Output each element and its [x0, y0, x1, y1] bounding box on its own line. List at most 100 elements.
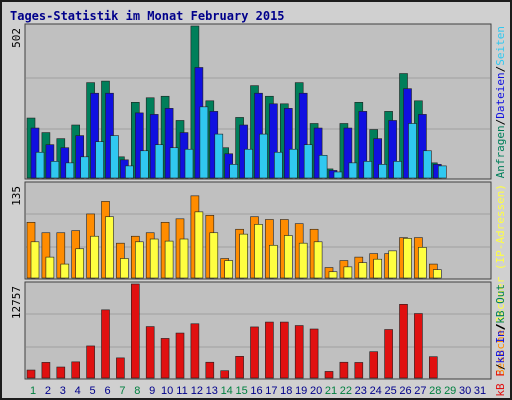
bar-hits-seiten-day-11	[184, 148, 194, 179]
bar-visits-rechner-ip-adressen--day-26	[403, 238, 412, 279]
day-label-17: 17	[265, 385, 277, 397]
bar-hits-dateien-day-19	[298, 92, 308, 179]
bar-hits-seiten-day-12	[199, 106, 209, 179]
legend-entry: /	[494, 324, 507, 331]
bar-hits-seiten-day-14	[229, 164, 238, 179]
bar-hits-seiten-day-19	[303, 144, 313, 179]
bar-kbytes-kb-f-day-2	[41, 362, 51, 379]
bar-kbytes-kb-f-day-15	[235, 356, 244, 379]
legend-entry: /	[494, 323, 507, 330]
day-label-18: 18	[280, 385, 292, 397]
bar-visits-rechner-ip-adressen--day-1	[30, 241, 40, 279]
bar-hits-seiten-day-16	[259, 133, 268, 179]
bar-hits-seiten-day-10	[169, 147, 179, 179]
bar-hits-dateien-day-18	[283, 108, 293, 179]
day-label-7: 7	[119, 385, 125, 397]
bar-kbytes-kb-f-day-12	[190, 323, 200, 379]
bar-visits-rechner-ip-adressen--day-17	[269, 244, 278, 279]
bar-hits-seiten-day-25	[393, 161, 402, 179]
bar-hits-seiten-day-9	[154, 144, 164, 179]
day-label-31: 31	[474, 385, 486, 397]
legend-entry: Anfragen	[494, 125, 507, 178]
bar-hits-dateien-day-25	[388, 120, 397, 179]
panel-kbytes-max-label: 12757	[10, 286, 23, 319]
day-label-30: 30	[459, 385, 471, 397]
bar-visits-rechner-ip-adressen--day-7	[120, 258, 129, 279]
bar-kbytes-kb-f-day-26	[399, 304, 408, 379]
bar-hits-dateien-day-5	[90, 92, 99, 179]
bar-visits-rechner-ip-adressen--day-27	[418, 247, 427, 279]
day-label-1: 1	[30, 385, 36, 397]
day-label-15: 15	[235, 385, 247, 397]
bar-hits-seiten-day-23	[363, 161, 373, 179]
bar-kbytes-kb-f-day-21	[324, 371, 334, 379]
day-label-13: 13	[206, 385, 218, 397]
bar-kbytes-kb-f-day-6	[101, 309, 110, 379]
bar-kbytes-kb-f-day-5	[86, 345, 95, 379]
bar-visits-rechner-ip-adressen--day-8	[135, 241, 144, 279]
bar-kbytes-kb-f-day-24	[369, 351, 379, 379]
legend-entry: Dateien	[494, 72, 507, 118]
bar-hits-dateien-day-23	[358, 111, 368, 179]
day-label-14: 14	[221, 385, 233, 397]
bar-kbytes-kb-f-day-18	[279, 321, 289, 379]
bar-hits-dateien-day-17	[269, 103, 278, 179]
day-label-23: 23	[355, 385, 367, 397]
legend-entry: kB F	[494, 370, 507, 397]
legend-entry: /	[494, 119, 507, 126]
day-label-8: 8	[134, 385, 140, 397]
bar-kbytes-kb-f-day-1	[26, 369, 36, 379]
legend-entry: /	[494, 66, 507, 73]
day-label-26: 26	[399, 385, 411, 397]
bar-hits-seiten-day-20	[318, 154, 328, 179]
bar-hits-dateien-day-24	[373, 138, 383, 179]
day-label-29: 29	[444, 385, 456, 397]
day-label-25: 25	[384, 385, 396, 397]
day-label-5: 5	[90, 385, 96, 397]
legend-entry: Rechner (IP-Adressen)	[494, 184, 507, 323]
bar-kbytes-kb-f-day-27	[414, 313, 423, 379]
bar-hits-seiten-day-15	[244, 148, 253, 179]
bar-hits-dateien-day-8	[135, 112, 144, 179]
panel-hits-legend: Anfragen/Dateien/Seiten	[494, 26, 507, 178]
bar-hits-seiten-day-27	[423, 150, 432, 179]
bar-visits-rechner-ip-adressen--day-15	[239, 233, 248, 279]
panel-visits-legend: Besuche/Rechner (IP-Adressen)	[494, 184, 507, 376]
day-label-9: 9	[149, 385, 155, 397]
day-label-11: 11	[176, 385, 187, 397]
bar-visits-rechner-ip-adressen--day-24	[373, 258, 383, 279]
legend-entry: Besuche	[494, 330, 507, 376]
bar-visits-rechner-ip-adressen--day-13	[209, 232, 219, 279]
bar-visits-rechner-ip-adressen--day-6	[105, 216, 114, 279]
day-label-4: 4	[75, 385, 81, 397]
day-label-10: 10	[161, 385, 173, 397]
bar-hits-seiten-day-6	[110, 135, 119, 179]
day-label-6: 6	[104, 385, 110, 397]
bar-kbytes-kb-f-day-22	[339, 361, 349, 379]
bar-hits-dateien-day-10	[164, 108, 174, 179]
bar-visits-rechner-ip-adressen--day-19	[298, 242, 308, 279]
bar-kbytes-kb-f-day-4	[71, 361, 80, 379]
legend-entry: kB Out	[494, 284, 507, 324]
panel-kbytes-legend: kB F/kB In/kB Out	[494, 284, 507, 397]
bar-kbytes-kb-f-day-25	[384, 329, 393, 379]
bar-hits-seiten-day-26	[408, 123, 417, 179]
bar-kbytes-kb-f-day-13	[205, 361, 215, 379]
bar-hits-seiten-day-7	[125, 165, 134, 179]
bar-kbytes-kb-f-day-17	[265, 321, 274, 379]
bar-kbytes-kb-f-day-7	[116, 357, 125, 379]
bar-kbytes-kb-f-day-8	[131, 283, 140, 379]
bar-kbytes-kb-f-day-11	[175, 332, 185, 379]
bar-kbytes-kb-f-day-19	[294, 325, 304, 379]
bar-hits-seiten-day-22	[348, 162, 358, 179]
bar-kbytes-kb-f-day-10	[160, 338, 170, 379]
bar-visits-rechner-ip-adressen--day-9	[149, 238, 159, 279]
bar-hits-seiten-day-2	[50, 161, 60, 179]
bar-kbytes-kb-f-day-16	[250, 326, 259, 379]
bar-hits-seiten-day-28	[437, 165, 447, 179]
bar-hits-dateien-day-20	[313, 127, 323, 179]
bar-visits-rechner-ip-adressen--day-11	[179, 238, 189, 279]
bar-kbytes-kb-f-day-9	[145, 326, 155, 379]
